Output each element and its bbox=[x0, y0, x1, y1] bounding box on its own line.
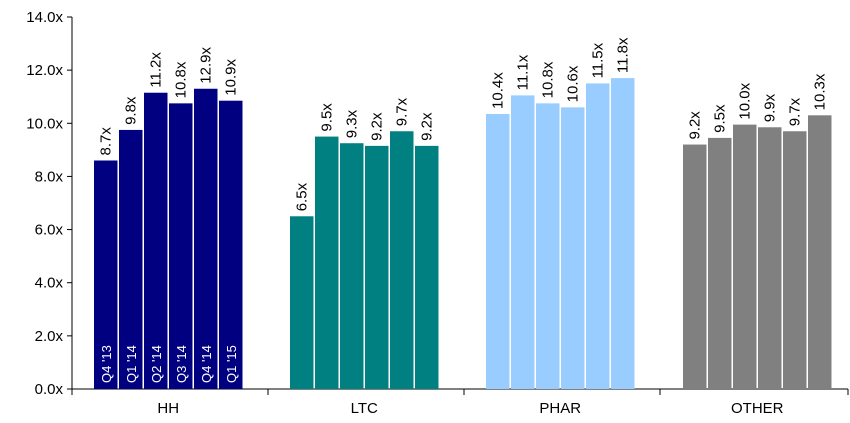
data-label: 10.0x bbox=[737, 82, 754, 119]
bar bbox=[194, 88, 218, 389]
data-label: 10.6x bbox=[565, 65, 582, 102]
data-label: 8.7x bbox=[98, 127, 115, 156]
bar bbox=[536, 103, 560, 389]
period-label: Q1 '14 bbox=[124, 345, 139, 383]
data-label: 11.1x bbox=[515, 54, 532, 90]
y-tick-label: 4.0x bbox=[35, 275, 64, 292]
data-label: 11.2x bbox=[148, 52, 165, 88]
data-label: 10.8x bbox=[173, 61, 190, 98]
bar bbox=[315, 136, 339, 389]
period-label: Q4 '14 bbox=[199, 345, 214, 383]
data-label: 9.3x bbox=[344, 109, 361, 138]
bar bbox=[486, 113, 510, 389]
bar bbox=[390, 131, 414, 389]
data-label: 10.8x bbox=[540, 61, 557, 98]
data-label: 9.7x bbox=[394, 97, 411, 126]
period-label: Q3 '14 bbox=[174, 345, 189, 383]
data-label: 9.5x bbox=[319, 103, 336, 132]
data-label: 10.9x bbox=[223, 59, 240, 96]
bar bbox=[340, 143, 364, 389]
bar bbox=[586, 83, 610, 389]
y-tick-label: 2.0x bbox=[35, 328, 64, 345]
bar bbox=[219, 100, 243, 389]
data-label: 9.7x bbox=[787, 97, 804, 126]
labels: HH 8.7x Q4 '13 9.8x Q1 '14 11.2x Q2 '14 10.8x Q3… bbox=[98, 37, 829, 417]
bar bbox=[808, 115, 832, 390]
bar bbox=[783, 131, 807, 389]
y-tick-label: 0.0x bbox=[35, 381, 64, 398]
data-label: 10.3x bbox=[812, 73, 829, 110]
y-tick-label: 10.0x bbox=[26, 115, 63, 132]
bar bbox=[169, 103, 193, 389]
bar bbox=[683, 144, 707, 389]
y-tick-label: 14.0x bbox=[26, 9, 63, 26]
data-label: 6.5x bbox=[294, 182, 311, 211]
bar bbox=[290, 216, 314, 389]
data-label: 9.2x bbox=[419, 112, 436, 141]
bars bbox=[94, 78, 832, 390]
y-tick-label: 12.0x bbox=[26, 62, 63, 79]
bar bbox=[365, 145, 389, 389]
bar bbox=[94, 160, 118, 389]
data-label: 10.4x bbox=[490, 72, 507, 109]
data-label: 9.9x bbox=[762, 93, 779, 122]
data-label: 9.2x bbox=[687, 111, 704, 140]
bar bbox=[733, 124, 757, 389]
period-label: Q1 '15 bbox=[224, 345, 239, 383]
bar bbox=[611, 78, 635, 389]
category-label: LTC bbox=[351, 400, 378, 417]
period-label: Q4 '13 bbox=[99, 345, 114, 383]
period-label: Q2 '14 bbox=[149, 345, 164, 383]
category-label: OTHER bbox=[731, 400, 784, 417]
data-label: 11.5x bbox=[590, 42, 607, 78]
y-tick-label: 6.0x bbox=[35, 222, 64, 239]
bar bbox=[511, 95, 535, 389]
bar bbox=[758, 127, 782, 390]
bar bbox=[119, 129, 143, 389]
data-label: 12.9x bbox=[198, 47, 215, 84]
data-label: 11.8x bbox=[615, 37, 632, 73]
bar bbox=[561, 107, 585, 389]
category-label: PHAR bbox=[539, 400, 581, 417]
data-label: 9.5x bbox=[712, 104, 729, 133]
bar bbox=[415, 145, 439, 389]
bar bbox=[144, 92, 168, 389]
y-tick-label: 8.0x bbox=[35, 168, 64, 185]
category-label: HH bbox=[157, 400, 179, 417]
data-label: 9.8x bbox=[123, 96, 140, 125]
data-label: 9.2x bbox=[369, 112, 386, 141]
bar bbox=[708, 137, 732, 389]
